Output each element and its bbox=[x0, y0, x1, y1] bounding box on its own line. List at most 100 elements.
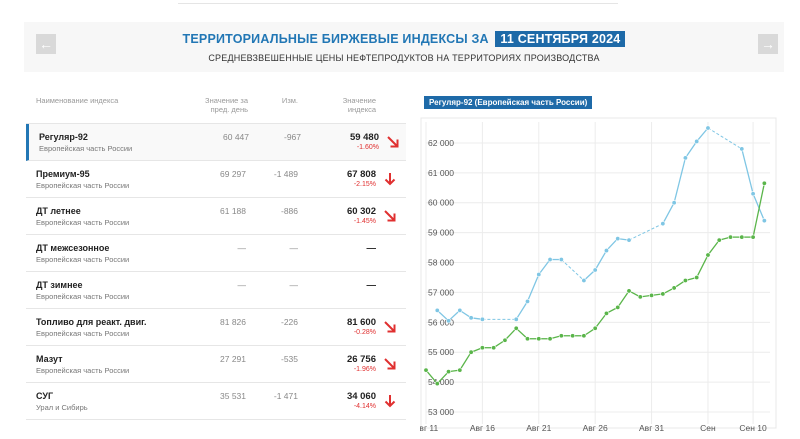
prev-value: 60 447 bbox=[223, 132, 249, 142]
series-2-point bbox=[682, 277, 688, 283]
arrow-down-icon bbox=[384, 395, 396, 408]
series-2-point bbox=[502, 337, 508, 343]
series-1-segment bbox=[673, 157, 687, 203]
prev-value: 35 531 bbox=[220, 391, 246, 401]
series-1-segment bbox=[583, 269, 596, 281]
series-2-point bbox=[660, 291, 666, 297]
series-1-segment bbox=[707, 127, 743, 150]
prev-value: — bbox=[237, 243, 247, 253]
series-2-point bbox=[491, 345, 497, 351]
price-chart: 53 000 54 000 55 000 56 000 57 000 58 000 59 0… bbox=[420, 117, 777, 433]
index-name: СУГ bbox=[36, 391, 54, 401]
table-row[interactable]: Премиум-95 Европейская часть России 69 297… bbox=[26, 161, 406, 198]
series-2-point bbox=[592, 325, 598, 331]
index-region: Европейская часть России bbox=[36, 255, 130, 264]
page-subtitle: СРЕДНЕВЗВЕШЕННЫЕ ЦЕНЫ НЕФТЕПРОДУКТОВ НА … bbox=[208, 53, 600, 63]
series-1-point bbox=[615, 236, 621, 242]
x-tick-label: Авг 31 bbox=[639, 423, 664, 433]
prev-value: 69 297 bbox=[220, 169, 246, 179]
table-row[interactable]: Регуляр-92 Европейская часть России 60 447… bbox=[26, 124, 406, 161]
index-value: 26 756 bbox=[346, 354, 376, 365]
y-tick-label: 59 000 bbox=[428, 228, 454, 238]
date-badge[interactable]: 11 СЕНТЯБРЯ 2024 bbox=[495, 31, 626, 47]
index-region: Европейская часть России bbox=[36, 329, 130, 338]
chart-title: Регуляр-92 (Европейская часть России) bbox=[424, 96, 593, 109]
chart-panel: 53 000 54 000 55 000 56 000 57 000 58 000 59 0… bbox=[420, 92, 778, 439]
series-1-point bbox=[457, 307, 463, 313]
series-2-point bbox=[479, 345, 485, 351]
series-1-segment bbox=[448, 309, 461, 322]
column-header-prev: Значение за пред. день bbox=[205, 96, 248, 114]
index-value: 67 808 bbox=[346, 169, 376, 180]
arrow-left-icon: ← bbox=[39, 36, 53, 52]
series-1-point bbox=[434, 307, 440, 313]
series-2-point bbox=[705, 252, 711, 258]
series-2-point bbox=[434, 381, 440, 387]
x-tick-label: Авг 11 bbox=[420, 423, 439, 433]
table-row[interactable]: ДТ межсезонное Европейская часть России — —… bbox=[26, 235, 406, 272]
index-name: ДТ зимнее bbox=[36, 280, 83, 290]
series-1-point bbox=[739, 146, 745, 152]
series-1-segment bbox=[594, 250, 608, 271]
table-row[interactable]: СУГ Урал и Сибирь 35 531 -1 471 34 060 -4.14% bbox=[26, 383, 406, 420]
arrow-down-right-icon bbox=[384, 210, 396, 222]
series-2-point bbox=[581, 333, 587, 339]
series-2-point bbox=[547, 336, 553, 342]
index-region: Европейская часть России bbox=[36, 181, 130, 190]
index-value: 59 480 bbox=[349, 132, 379, 143]
change-value: — bbox=[289, 280, 299, 290]
series-1-segment bbox=[662, 202, 675, 224]
series-1-point bbox=[682, 155, 688, 161]
column-header-value: Значение индекса bbox=[342, 96, 376, 114]
series-2-point bbox=[570, 333, 576, 339]
series-2-segment bbox=[436, 371, 450, 385]
index-name: Регуляр-92 bbox=[39, 132, 88, 142]
x-tick-label: Сен bbox=[700, 423, 716, 433]
index-name: Мазут bbox=[36, 354, 63, 364]
table-row[interactable]: Мазут Европейская часть России 27 291 -535 2… bbox=[26, 346, 406, 383]
series-1-point bbox=[513, 316, 519, 322]
table-header: Наименование индекса Значение за пред. д… bbox=[26, 92, 406, 124]
table-row[interactable]: Топливо для реакт. двиг. Европейская част… bbox=[26, 309, 406, 346]
series-1-segment bbox=[561, 259, 585, 281]
change-value: -226 bbox=[280, 317, 298, 327]
change-value: -967 bbox=[283, 132, 301, 142]
y-tick-label: 58 000 bbox=[428, 258, 454, 268]
index-value: — bbox=[366, 243, 377, 254]
series-2-point bbox=[626, 288, 632, 294]
series-2-point bbox=[513, 325, 519, 331]
y-tick-label: 57 000 bbox=[428, 287, 454, 297]
prev-date-button[interactable]: ← bbox=[36, 34, 56, 54]
series-1-segment bbox=[628, 223, 664, 241]
arrow-down-icon bbox=[384, 173, 396, 186]
series-2-point bbox=[649, 292, 655, 298]
change-percent: -1.60% bbox=[356, 144, 379, 151]
series-2-point bbox=[694, 274, 700, 280]
series-1-segment bbox=[741, 148, 754, 194]
prev-value: 27 291 bbox=[220, 354, 246, 364]
series-1-point bbox=[592, 267, 598, 273]
series-1-point bbox=[446, 318, 452, 324]
next-date-button[interactable]: → bbox=[758, 34, 778, 54]
arrow-down-right-icon bbox=[384, 358, 396, 370]
series-2-point bbox=[716, 237, 722, 243]
x-tick-label: Авг 21 bbox=[526, 423, 551, 433]
table-row[interactable]: ДТ летнее Европейская часть России 61 188 -… bbox=[26, 198, 406, 235]
series-2-point bbox=[671, 285, 677, 291]
index-value: 60 302 bbox=[346, 206, 376, 217]
y-tick-label: 62 000 bbox=[428, 138, 454, 148]
x-tick-label: Авг 26 bbox=[583, 423, 608, 433]
series-1-point bbox=[468, 315, 474, 321]
series-1-point bbox=[581, 277, 587, 283]
table-row[interactable]: ДТ зимнее Европейская часть России — — — bbox=[26, 272, 406, 309]
series-1-point bbox=[547, 257, 553, 263]
change-percent: -2.15% bbox=[353, 181, 376, 188]
series-1-segment bbox=[684, 141, 698, 159]
y-tick-label: 55 000 bbox=[428, 347, 454, 357]
series-2-point bbox=[525, 336, 531, 342]
index-name: ДТ летнее bbox=[36, 206, 81, 216]
series-1-segment bbox=[605, 238, 619, 252]
series-1-segment bbox=[526, 274, 540, 302]
index-name: ДТ межсезонное bbox=[36, 243, 110, 253]
